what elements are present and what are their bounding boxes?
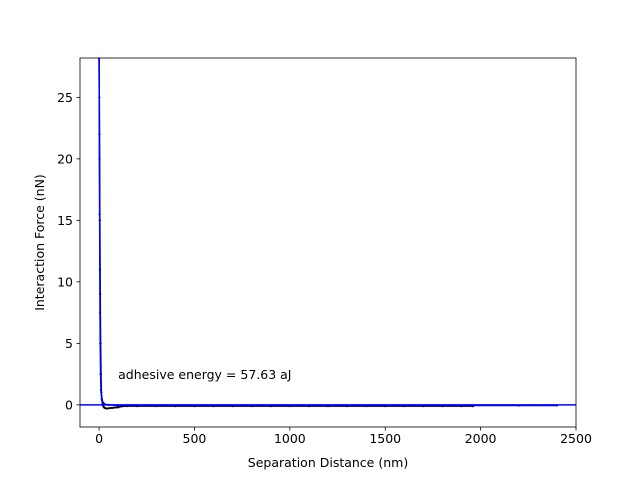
series-2-point (99, 373, 102, 376)
x-tick-label: 1500 (369, 431, 401, 446)
series-1-point (117, 406, 120, 409)
series-2-point (101, 401, 104, 404)
y-tick-label: 0 (65, 397, 73, 412)
y-tick-label: 25 (57, 90, 73, 105)
y-tick-label: 10 (57, 274, 73, 289)
series-1-point (111, 406, 114, 410)
series-1-point (113, 406, 116, 409)
series-1-point (105, 407, 108, 410)
x-tick-label: 2000 (465, 431, 497, 446)
series-2-point (99, 342, 102, 345)
series-2-point (99, 389, 103, 392)
series-1-point (109, 406, 112, 410)
x-tick-label: 0 (95, 431, 103, 446)
x-tick-label: 1000 (274, 431, 306, 446)
x-tick-label: 2500 (560, 431, 592, 446)
series-2-point (98, 96, 101, 99)
series-2-point (98, 213, 101, 216)
x-tick-label: 500 (183, 431, 207, 446)
series-2-point (100, 397, 103, 400)
y-axis-label: Interaction Force (nN) (32, 174, 47, 311)
series-1-point (107, 407, 110, 410)
series-2-point (98, 157, 101, 160)
x-axis: 0 500 1000 1500 2000 2500 (95, 427, 592, 446)
adhesive-energy-annotation: adhesive energy = 57.63 aJ (118, 367, 291, 382)
series-2-point (98, 311, 102, 314)
y-tick-label: 20 (57, 151, 73, 166)
plot-area (80, 58, 576, 410)
series-1-point (115, 406, 118, 409)
series-2-point (98, 268, 101, 271)
x-axis-label: Separation Distance (nm) (248, 455, 408, 470)
y-tick-label: 15 (57, 213, 73, 228)
y-axis: 0 5 10 15 20 25 (57, 90, 80, 412)
y-tick-label: 5 (65, 336, 73, 351)
axes-frame (79, 57, 577, 428)
